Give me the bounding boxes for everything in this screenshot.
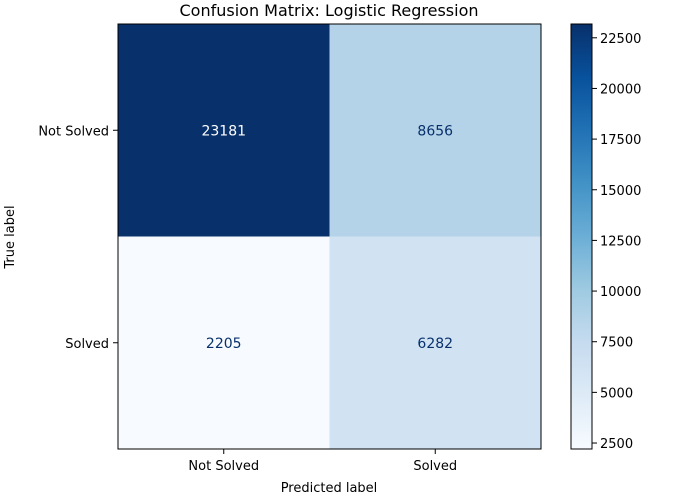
colorbar-tick-label: 10000 bbox=[600, 285, 641, 300]
colorbar-tick-label: 7500 bbox=[600, 336, 633, 351]
heatmap-cell bbox=[329, 236, 541, 449]
y-tick-label: Solved bbox=[65, 337, 109, 352]
colorbar-tick-label: 20000 bbox=[600, 82, 641, 97]
heatmap-cell bbox=[118, 24, 330, 237]
cell-value-label: 6282 bbox=[417, 336, 453, 352]
colorbar-tick-label: 15000 bbox=[600, 184, 641, 199]
colorbar-tick-label: 17500 bbox=[600, 133, 641, 148]
x-axis-ticks: Not Solved Solved bbox=[188, 449, 457, 474]
cell-value-label: 23181 bbox=[201, 123, 246, 139]
y-tick-label: Not Solved bbox=[38, 124, 109, 139]
colorbar bbox=[570, 23, 593, 450]
y-axis-label: True label bbox=[3, 205, 18, 269]
colorbar-tick-label: 22500 bbox=[600, 32, 641, 47]
colorbar-tick-label: 12500 bbox=[600, 234, 641, 249]
heatmap-cell bbox=[329, 24, 541, 237]
x-tick-label: Solved bbox=[413, 459, 457, 474]
y-axis-ticks: Not Solved Solved bbox=[38, 124, 118, 352]
x-tick-label: Not Solved bbox=[188, 459, 259, 474]
heatmap-cells bbox=[118, 24, 541, 449]
cell-value-label: 2205 bbox=[206, 336, 242, 352]
colorbar-tick-label: 2500 bbox=[600, 437, 633, 452]
chart-title: Confusion Matrix: Logistic Regression bbox=[180, 1, 479, 20]
cell-value-labels: 23181 8656 2205 6282 bbox=[201, 123, 453, 352]
colorbar-tick-label: 5000 bbox=[600, 386, 633, 401]
heatmap-cell bbox=[118, 236, 330, 449]
cell-value-label: 8656 bbox=[417, 123, 453, 139]
plot-frame bbox=[117, 23, 542, 450]
x-axis-label: Predicted label bbox=[281, 481, 378, 496]
colorbar-ticks: 2500 5000 7500 10000 12500 15000 17500 20000 225… bbox=[592, 32, 641, 452]
